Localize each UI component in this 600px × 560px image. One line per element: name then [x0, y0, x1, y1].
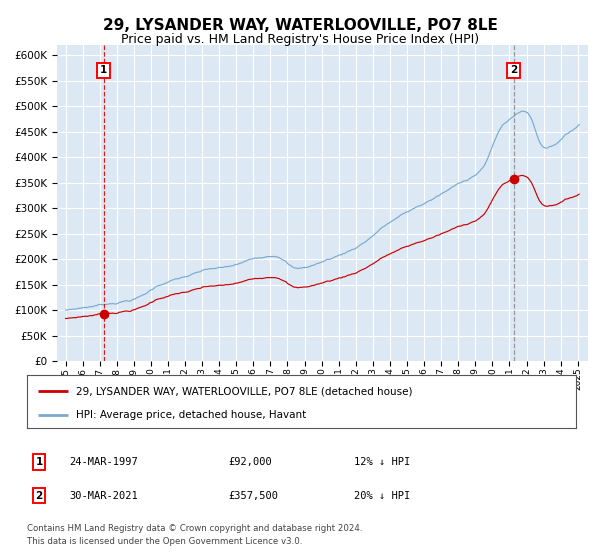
Text: 1: 1: [35, 457, 43, 467]
Text: Price paid vs. HM Land Registry's House Price Index (HPI): Price paid vs. HM Land Registry's House …: [121, 32, 479, 46]
Text: £92,000: £92,000: [228, 457, 272, 467]
Text: 2: 2: [510, 66, 517, 75]
Text: Contains HM Land Registry data © Crown copyright and database right 2024.
This d: Contains HM Land Registry data © Crown c…: [27, 524, 362, 545]
Text: 20% ↓ HPI: 20% ↓ HPI: [354, 491, 410, 501]
Text: 29, LYSANDER WAY, WATERLOOVILLE, PO7 8LE: 29, LYSANDER WAY, WATERLOOVILLE, PO7 8LE: [103, 18, 497, 32]
Text: 24-MAR-1997: 24-MAR-1997: [69, 457, 138, 467]
Text: 30-MAR-2021: 30-MAR-2021: [69, 491, 138, 501]
Text: £357,500: £357,500: [228, 491, 278, 501]
Text: HPI: Average price, detached house, Havant: HPI: Average price, detached house, Hava…: [76, 410, 307, 420]
Text: 2: 2: [35, 491, 43, 501]
Text: 1: 1: [100, 66, 107, 75]
Text: 12% ↓ HPI: 12% ↓ HPI: [354, 457, 410, 467]
Text: 29, LYSANDER WAY, WATERLOOVILLE, PO7 8LE (detached house): 29, LYSANDER WAY, WATERLOOVILLE, PO7 8LE…: [76, 386, 413, 396]
